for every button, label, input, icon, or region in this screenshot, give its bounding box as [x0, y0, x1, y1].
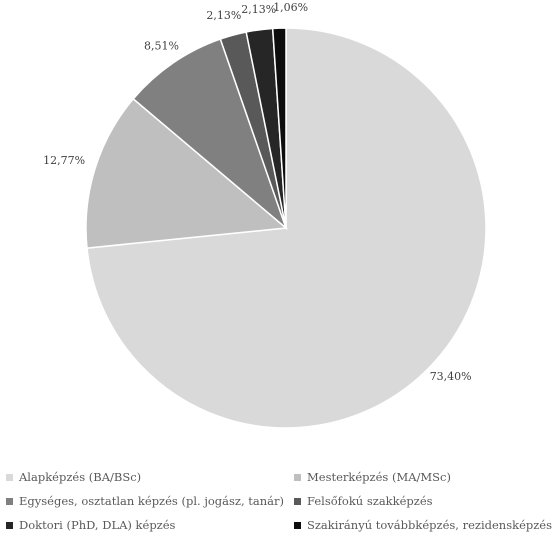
pie-chart: 73,40%12,77%8,51%2,13% 2,13%1,06%	[43, 1, 487, 429]
data-label: 8,51%	[144, 40, 179, 53]
legend-label: Mesterképzés (MA/MSc)	[307, 470, 451, 484]
pie-slice	[132, 38, 288, 231]
legend-swatch	[6, 497, 13, 505]
legend-swatch	[294, 497, 301, 505]
legend-label: Felsőfokú szakképzés	[307, 494, 433, 508]
pie-slice	[85, 97, 288, 249]
legend-item: Alapképzés (BA/BSc)	[6, 470, 141, 484]
legend-label: Szakirányú továbbképzés, rezidensképzés	[307, 518, 553, 532]
data-label: 1,06%	[273, 1, 308, 14]
legend-swatch	[6, 473, 13, 481]
legend-swatch	[294, 473, 301, 481]
data-label: 12,77%	[43, 154, 85, 167]
legend-item: Felsőfokú szakképzés	[294, 494, 433, 508]
legend-item: Egységes, osztatlan képzés (pl. jogász, …	[6, 494, 284, 508]
data-label: 73,40%	[430, 370, 472, 383]
pie-slice	[271, 27, 287, 229]
legend-item: Szakirányú továbbképzés, rezidensképzés	[294, 518, 552, 532]
legend-swatch	[294, 521, 301, 529]
legend: Alapképzés (BA/BSc) Mesterképzés (MA/MSc…	[6, 470, 553, 542]
legend-label: Alapképzés (BA/BSc)	[19, 470, 142, 484]
data-label: 2,13%	[241, 3, 276, 16]
legend-item: Doktori (PhD, DLA) képzés	[6, 518, 175, 532]
data-label: 2,13%	[206, 9, 241, 22]
legend-label: Egységes, osztatlan képzés (pl. jogász, …	[19, 494, 285, 508]
legend-label: Doktori (PhD, DLA) képzés	[19, 518, 176, 532]
legend-swatch	[6, 521, 13, 529]
legend-item: Mesterképzés (MA/MSc)	[294, 470, 451, 484]
